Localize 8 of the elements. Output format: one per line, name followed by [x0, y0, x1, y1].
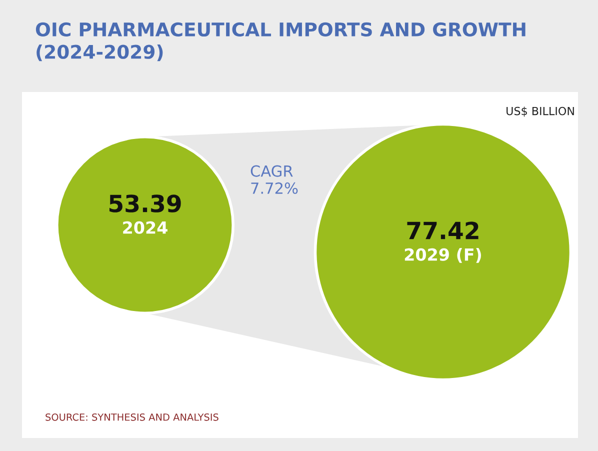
data-label: 77.42 [407, 222, 478, 240]
category-label: 2029 (F) [404, 248, 481, 263]
text: OIC PHARMACEUTICAL IMPORTS AND GROWTH (2024-2029) [36, 22, 526, 62]
category-label: 2024 [123, 221, 168, 234]
text: US$ BILLION [506, 106, 574, 117]
source-note: SOURCE: SYNTHESIS AND ANALYSIS [46, 413, 218, 421]
data-label: 53.39 [109, 194, 181, 212]
text: CAGR 7.72% [250, 165, 298, 194]
